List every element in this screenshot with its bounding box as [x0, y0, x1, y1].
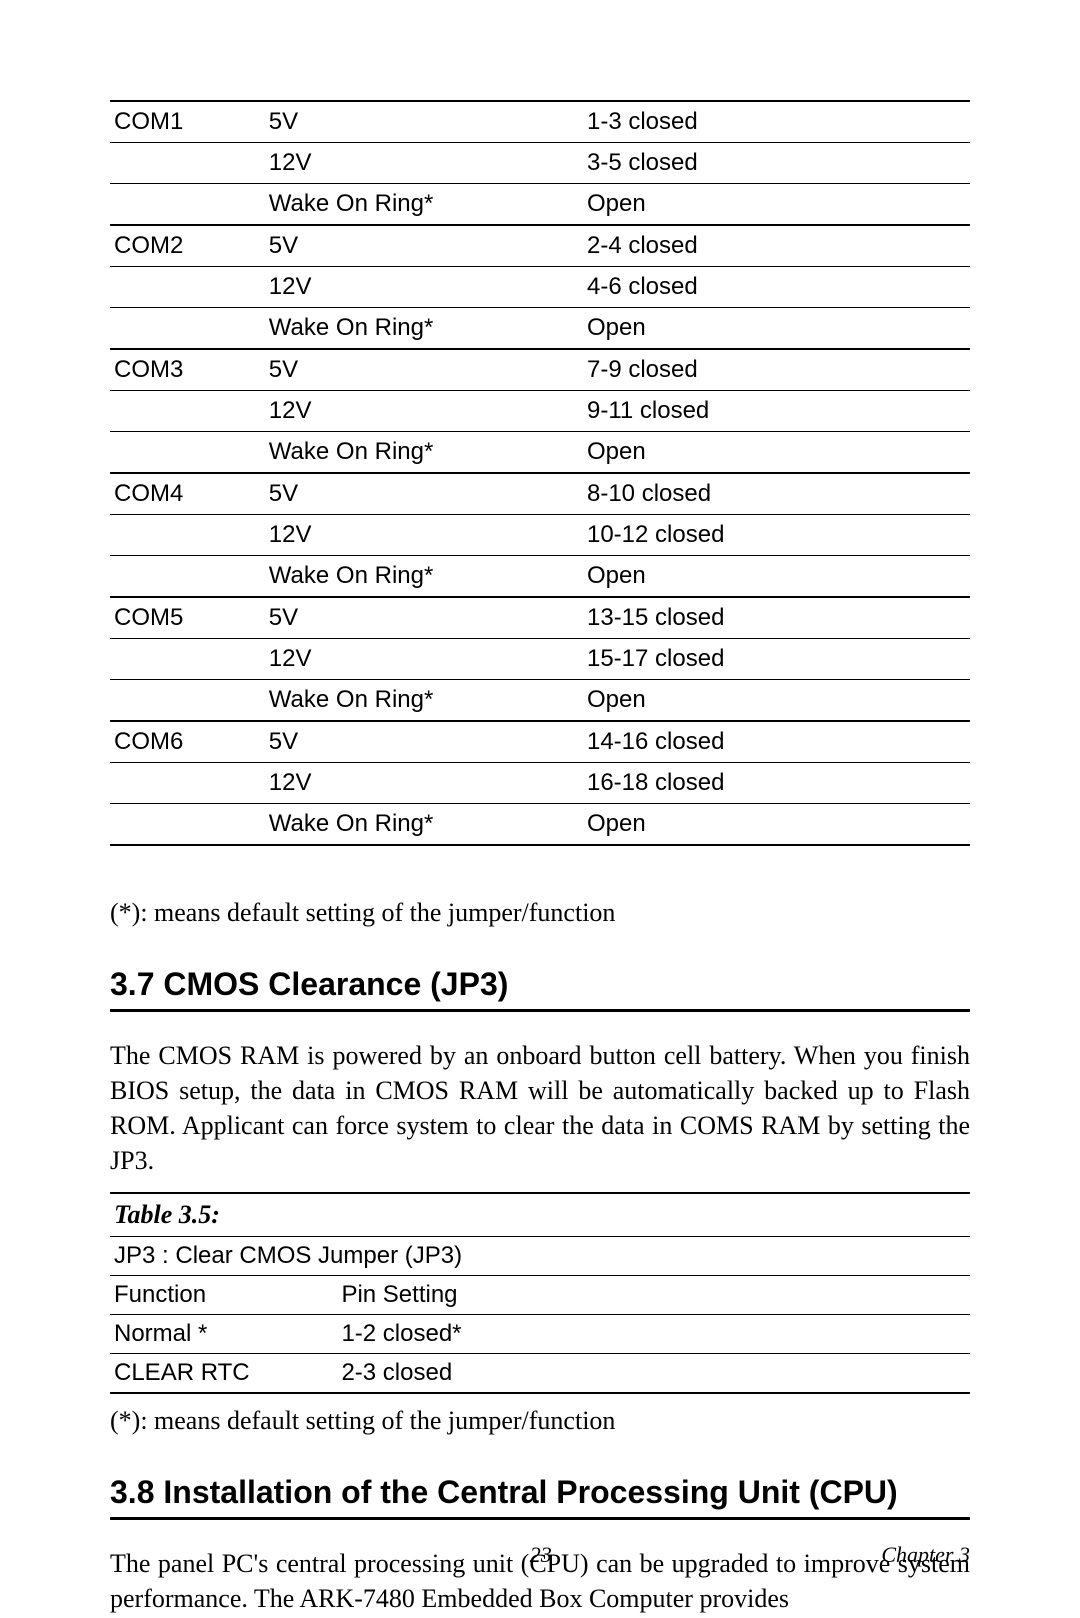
- setting-cell: Open: [583, 556, 970, 598]
- setting-cell: Open: [583, 308, 970, 350]
- page-number: 23: [200, 1542, 881, 1568]
- table-3-5-subtitle: JP3 : Clear CMOS Jumper (JP3): [110, 1237, 970, 1275]
- mode-cell: Wake On Ring*: [265, 308, 583, 350]
- setting-cell: 3-5 closed: [583, 143, 970, 184]
- page-footer: 23 Chapter 3: [110, 1542, 970, 1568]
- section-3-7-paragraph: The CMOS RAM is powered by an onboard bu…: [110, 1038, 970, 1178]
- table-row: 12V 3-5 closed: [110, 143, 970, 184]
- mode-cell: 12V: [265, 515, 583, 556]
- default-footnote-1: (*): means default setting of the jumper…: [110, 898, 970, 928]
- chapter-label: Chapter 3: [881, 1542, 970, 1568]
- setting-cell: Open: [583, 680, 970, 722]
- pinsetting-cell: 1-2 closed*: [337, 1315, 970, 1353]
- table-3-5-subtitle-row: JP3 : Clear CMOS Jumper (JP3): [110, 1237, 970, 1276]
- setting-cell: 15-17 closed: [583, 639, 970, 680]
- setting-cell: 7-9 closed: [583, 349, 970, 391]
- table-row: 12V 9-11 closed: [110, 391, 970, 432]
- table-row: Wake On Ring* Open: [110, 680, 970, 722]
- setting-cell: 13-15 closed: [583, 597, 970, 639]
- com-port-cell: COM3: [110, 349, 265, 391]
- table-row: Wake On Ring* Open: [110, 184, 970, 226]
- table-row: COM2 5V 2-4 closed: [110, 225, 970, 267]
- table-3-5-caption: Table 3.5:: [110, 1194, 970, 1237]
- table-3-5-header-row: Function Pin Setting: [110, 1276, 970, 1315]
- mode-cell: 5V: [265, 225, 583, 267]
- mode-cell: Wake On Ring*: [265, 432, 583, 474]
- section-3-7-heading: 3.7 CMOS Clearance (JP3): [110, 966, 970, 1012]
- footer-spacer: [110, 1542, 200, 1568]
- table-row: 12V 10-12 closed: [110, 515, 970, 556]
- table-row: 12V 4-6 closed: [110, 267, 970, 308]
- mode-cell: 12V: [265, 391, 583, 432]
- section-3-8-heading: 3.8 Installation of the Central Processi…: [110, 1474, 970, 1520]
- mode-cell: Wake On Ring*: [265, 680, 583, 722]
- com-port-cell: COM6: [110, 721, 265, 763]
- page: COM1 5V 1-3 closed 12V 3-5 closed Wake O…: [0, 0, 1080, 1618]
- table-row: Wake On Ring* Open: [110, 556, 970, 598]
- setting-cell: 14-16 closed: [583, 721, 970, 763]
- table-row: Wake On Ring* Open: [110, 308, 970, 350]
- table-row: CLEAR RTC 2-3 closed: [110, 1354, 970, 1392]
- mode-cell: 5V: [265, 349, 583, 391]
- mode-cell: 5V: [265, 721, 583, 763]
- mode-cell: 5V: [265, 101, 583, 143]
- table-row: COM3 5V 7-9 closed: [110, 349, 970, 391]
- table-row: 12V 16-18 closed: [110, 763, 970, 804]
- mode-cell: 12V: [265, 143, 583, 184]
- com-port-cell: COM1: [110, 101, 265, 143]
- mode-cell: 5V: [265, 597, 583, 639]
- setting-cell: 8-10 closed: [583, 473, 970, 515]
- setting-cell: 16-18 closed: [583, 763, 970, 804]
- table-row: COM5 5V 13-15 closed: [110, 597, 970, 639]
- com-port-cell: COM2: [110, 225, 265, 267]
- table-row: Wake On Ring* Open: [110, 432, 970, 474]
- mode-cell: Wake On Ring*: [265, 804, 583, 846]
- setting-cell: Open: [583, 804, 970, 846]
- setting-cell: Open: [583, 184, 970, 226]
- com-jumper-table: COM1 5V 1-3 closed 12V 3-5 closed Wake O…: [110, 100, 970, 846]
- setting-cell: 1-3 closed: [583, 101, 970, 143]
- mode-cell: 12V: [265, 267, 583, 308]
- table-row: COM4 5V 8-10 closed: [110, 473, 970, 515]
- table-row: Normal * 1-2 closed*: [110, 1315, 970, 1354]
- table-3-5: Table 3.5: JP3 : Clear CMOS Jumper (JP3)…: [110, 1192, 970, 1394]
- com-jumper-table-body: COM1 5V 1-3 closed 12V 3-5 closed Wake O…: [110, 101, 970, 845]
- mode-cell: Wake On Ring*: [265, 556, 583, 598]
- setting-cell: Open: [583, 432, 970, 474]
- table-3-5-header-pinsetting: Pin Setting: [337, 1276, 970, 1314]
- function-cell: CLEAR RTC: [110, 1354, 337, 1392]
- default-footnote-2: (*): means default setting of the jumper…: [110, 1406, 970, 1436]
- setting-cell: 10-12 closed: [583, 515, 970, 556]
- table-row: 12V 15-17 closed: [110, 639, 970, 680]
- com-port-cell: COM4: [110, 473, 265, 515]
- setting-cell: 2-4 closed: [583, 225, 970, 267]
- mode-cell: 12V: [265, 639, 583, 680]
- mode-cell: Wake On Ring*: [265, 184, 583, 226]
- setting-cell: 4-6 closed: [583, 267, 970, 308]
- setting-cell: 9-11 closed: [583, 391, 970, 432]
- mode-cell: 12V: [265, 763, 583, 804]
- table-row: COM6 5V 14-16 closed: [110, 721, 970, 763]
- table-3-5-header-function: Function: [110, 1276, 337, 1314]
- mode-cell: 5V: [265, 473, 583, 515]
- pinsetting-cell: 2-3 closed: [337, 1354, 970, 1392]
- table-row: COM1 5V 1-3 closed: [110, 101, 970, 143]
- table-row: Wake On Ring* Open: [110, 804, 970, 846]
- function-cell: Normal *: [110, 1315, 337, 1353]
- com-port-cell: COM5: [110, 597, 265, 639]
